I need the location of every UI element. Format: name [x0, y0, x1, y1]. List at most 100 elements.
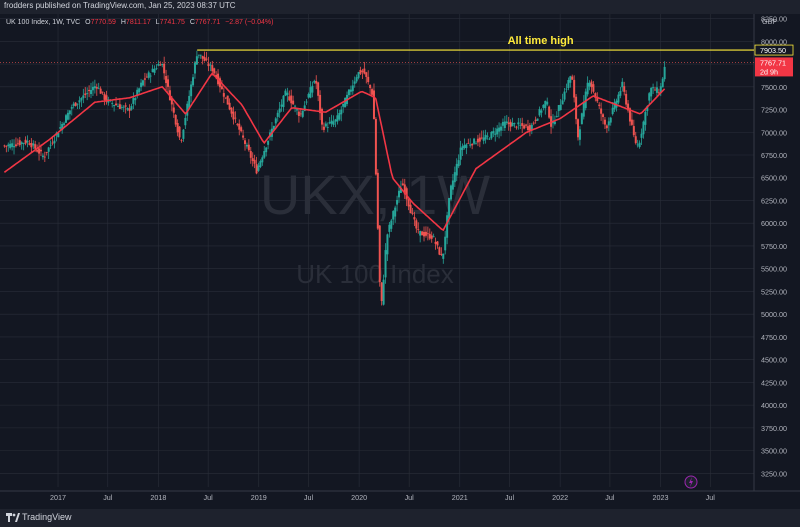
ath-annotation: All time high: [508, 35, 574, 47]
candle-body: [259, 161, 262, 167]
candle-body: [16, 143, 19, 145]
candle-body: [61, 123, 64, 131]
candle-body: [261, 157, 264, 163]
candle-body: [143, 78, 146, 80]
candle-body: [205, 58, 208, 60]
candle-body: [421, 231, 424, 236]
candle-body: [161, 64, 164, 66]
candle-body: [384, 250, 387, 278]
candle-body: [448, 198, 451, 219]
candle-body: [294, 105, 297, 107]
candle-body: [138, 88, 141, 93]
candle-body: [594, 93, 597, 98]
candle-body: [272, 125, 275, 130]
candle-body: [650, 87, 653, 97]
candle-body: [505, 121, 508, 124]
candle-body: [571, 76, 574, 80]
candle-body: [184, 117, 187, 126]
candle-body: [282, 95, 285, 108]
candle-body: [503, 121, 506, 129]
candle-body: [634, 136, 637, 144]
price-tick-label: 8250.00: [761, 15, 787, 24]
candle-body: [642, 121, 645, 135]
candle-body: [153, 68, 156, 73]
candle-body: [407, 199, 410, 207]
open-label: O: [85, 19, 91, 26]
candle-body: [432, 236, 435, 238]
candle-body: [455, 163, 458, 176]
candle-body: [140, 82, 143, 88]
candle-body: [367, 76, 370, 83]
candle-body: [234, 117, 237, 119]
candle-body: [584, 91, 587, 109]
ath-price-tag: [754, 44, 794, 56]
candle-body: [97, 87, 100, 89]
candle-body: [602, 114, 605, 118]
candle-body: [473, 138, 476, 144]
candle-body: [255, 164, 258, 174]
candle-body: [340, 109, 343, 115]
candle-body: [336, 115, 339, 122]
candle-body: [176, 122, 179, 133]
candle-body: [134, 98, 137, 101]
candle-body: [197, 54, 200, 56]
candle-body: [561, 100, 564, 105]
candle-body: [390, 220, 393, 229]
candle-body: [611, 107, 614, 115]
candle-body: [338, 112, 341, 120]
candle-body: [444, 236, 447, 251]
candle-body: [278, 108, 281, 113]
currency-label: GBP: [762, 17, 777, 26]
candle-body: [230, 107, 233, 114]
price-tick-label: 3500.00: [761, 447, 787, 456]
candle-body: [409, 204, 412, 214]
candle-body: [95, 87, 98, 89]
candle-body: [596, 96, 599, 102]
publisher-bar: frodders published on TradingView.com, J…: [0, 0, 800, 14]
candle-body: [374, 118, 377, 175]
candle-body: [621, 81, 624, 88]
candle-body: [91, 86, 94, 91]
candle-body: [34, 144, 37, 149]
candle-body: [72, 103, 75, 106]
candle-body: [498, 127, 501, 132]
candle-body: [382, 279, 385, 305]
candle-body: [215, 74, 218, 78]
candle-body: [517, 122, 520, 125]
candle-body: [544, 100, 547, 109]
candle-body: [471, 144, 474, 146]
candle-body: [659, 86, 662, 93]
candle-body: [276, 112, 279, 117]
candle-body: [592, 84, 595, 92]
candle-body: [598, 104, 601, 106]
candle-body: [321, 108, 324, 125]
candle-body: [103, 93, 106, 100]
candle-body: [213, 68, 216, 74]
candle-body: [211, 65, 214, 72]
candle-body: [417, 229, 420, 230]
candle-body: [453, 172, 456, 183]
candle-body: [238, 123, 241, 130]
candle-body: [128, 108, 131, 112]
candle-body: [484, 134, 487, 140]
candle-body: [163, 63, 166, 74]
candle-body: [51, 142, 54, 144]
candle-body: [192, 77, 195, 86]
price-tick-label: 6250.00: [761, 196, 787, 205]
candle-body: [500, 126, 503, 131]
candle-body: [369, 84, 372, 89]
candle-body: [195, 56, 198, 65]
candle-body: [307, 94, 310, 98]
candle-body: [174, 114, 177, 125]
candle-body: [84, 93, 87, 96]
tradingview-brand[interactable]: TradingView: [22, 512, 72, 522]
candle-body: [628, 108, 631, 122]
candle-body: [18, 140, 21, 146]
close-value: 7767.71: [194, 19, 221, 26]
candle-body: [357, 72, 360, 78]
candle-body: [661, 78, 664, 88]
candle-body: [528, 125, 531, 131]
candle-body: [74, 102, 77, 107]
candle-body: [411, 212, 414, 214]
